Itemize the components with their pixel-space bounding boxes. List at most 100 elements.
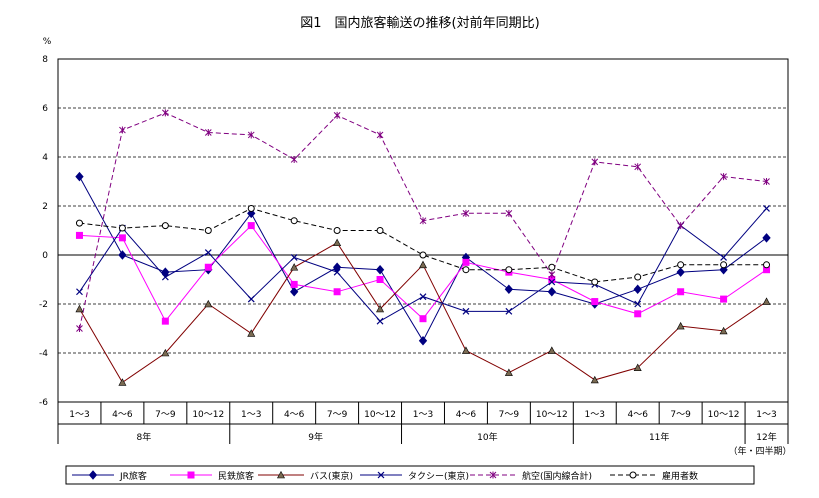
data-point (333, 227, 341, 234)
x-tick-label: 10～12 (192, 410, 224, 420)
data-point (548, 278, 556, 286)
data-point (505, 266, 513, 274)
y-tick-label: 8 (42, 55, 48, 65)
data-point (161, 317, 169, 325)
x-tick-label: 7～9 (327, 410, 348, 420)
data-point (590, 375, 599, 384)
data-point (419, 315, 427, 323)
data-point (204, 227, 212, 234)
data-point (418, 260, 428, 269)
data-point (161, 109, 169, 117)
legend-label: バス(東京) (310, 470, 353, 482)
data-point (290, 155, 298, 163)
x-tick-label: 1～3 (69, 410, 89, 420)
data-point (591, 158, 599, 166)
data-point (204, 263, 212, 271)
data-point (376, 276, 384, 283)
data-point (290, 280, 298, 288)
data-point (75, 171, 84, 182)
axes: -6 -4 -2 0 2 4 6 8 (39, 55, 789, 408)
x-tick-label: 1～3 (241, 410, 261, 420)
data-point (462, 258, 470, 266)
data-point (88, 470, 98, 480)
data-point (204, 249, 212, 256)
data-point (505, 209, 513, 217)
data-point (376, 304, 385, 313)
data-point (119, 126, 126, 134)
data-point (118, 378, 127, 386)
legend: JR旅客 民鉄旅客 バス(東京) タクシー(東京) 航空(国内線合計) 雇用者数 (65, 465, 755, 485)
x-tick-label: 4～6 (456, 410, 477, 420)
data-point (75, 219, 83, 227)
data-point (161, 267, 170, 277)
data-point (247, 329, 256, 337)
data-point (720, 261, 728, 269)
data-point (547, 286, 556, 297)
data-point (762, 297, 771, 305)
x-tick-label: 10～12 (536, 410, 568, 420)
x-tick-label: 4～6 (284, 410, 305, 420)
y-tick-label: 4 (42, 153, 48, 163)
plot-frame (57, 58, 789, 403)
data-point (677, 261, 685, 269)
data-point (634, 300, 642, 308)
y-tick-label: -6 (39, 398, 48, 408)
data-point (333, 268, 341, 276)
data-point (629, 471, 637, 479)
data-point (634, 273, 642, 281)
data-point (118, 224, 126, 232)
data-point (505, 307, 513, 315)
data-point (375, 264, 385, 275)
x-tick-label: 7～9 (670, 410, 691, 420)
legend-label: JR旅客 (119, 470, 147, 482)
legend-label: 航空(国内線合計) (522, 470, 592, 482)
data-point (76, 325, 83, 332)
data-point (547, 346, 556, 354)
data-point (76, 288, 83, 296)
x-tick-label: 10～12 (364, 410, 396, 420)
chart-title: 図1 国内旅客輸送の推移(対前年同期比) (300, 15, 539, 31)
data-point (333, 238, 342, 247)
data-point (332, 262, 342, 273)
data-point (247, 222, 255, 230)
data-point (504, 368, 513, 376)
data-point (75, 304, 84, 313)
data-point (187, 471, 195, 479)
data-point (376, 227, 384, 234)
data-point (548, 271, 556, 279)
data-point (720, 173, 727, 181)
data-point (763, 178, 770, 185)
data-point (677, 222, 685, 230)
data-point (462, 307, 470, 315)
x-year-label: 11年 (649, 431, 669, 443)
data-point (118, 250, 127, 260)
data-point (419, 251, 427, 259)
data-point (376, 317, 384, 325)
data-point (633, 284, 642, 295)
x-axis-labels: 1～3 4～6 7～9 10～12 1～3 4～6 7～9 10～12 1～3 4～6 7～9 10～… (57, 402, 789, 444)
data-point (161, 348, 170, 357)
data-point (720, 295, 728, 303)
x-tick-label: 10～12 (708, 410, 740, 420)
data-point (161, 222, 169, 230)
data-point (763, 205, 770, 212)
data-point (676, 267, 685, 277)
data-point (419, 217, 427, 225)
legend-label: 雇用者数 (662, 470, 698, 482)
series-line (79, 207, 767, 283)
data-point (591, 278, 599, 286)
data-point (276, 470, 286, 479)
data-point (720, 254, 728, 261)
x-tick-label: 4～6 (112, 410, 133, 420)
series-lines (75, 109, 771, 386)
data-point (377, 471, 385, 479)
legend-box (65, 465, 755, 485)
data-point (419, 293, 427, 301)
x-tick-label: 7～9 (155, 410, 176, 420)
y-tick-label: -4 (39, 349, 48, 359)
data-point (75, 231, 83, 239)
x-tick-label: 4～6 (627, 410, 648, 420)
data-point (376, 131, 384, 139)
data-point (489, 471, 497, 479)
